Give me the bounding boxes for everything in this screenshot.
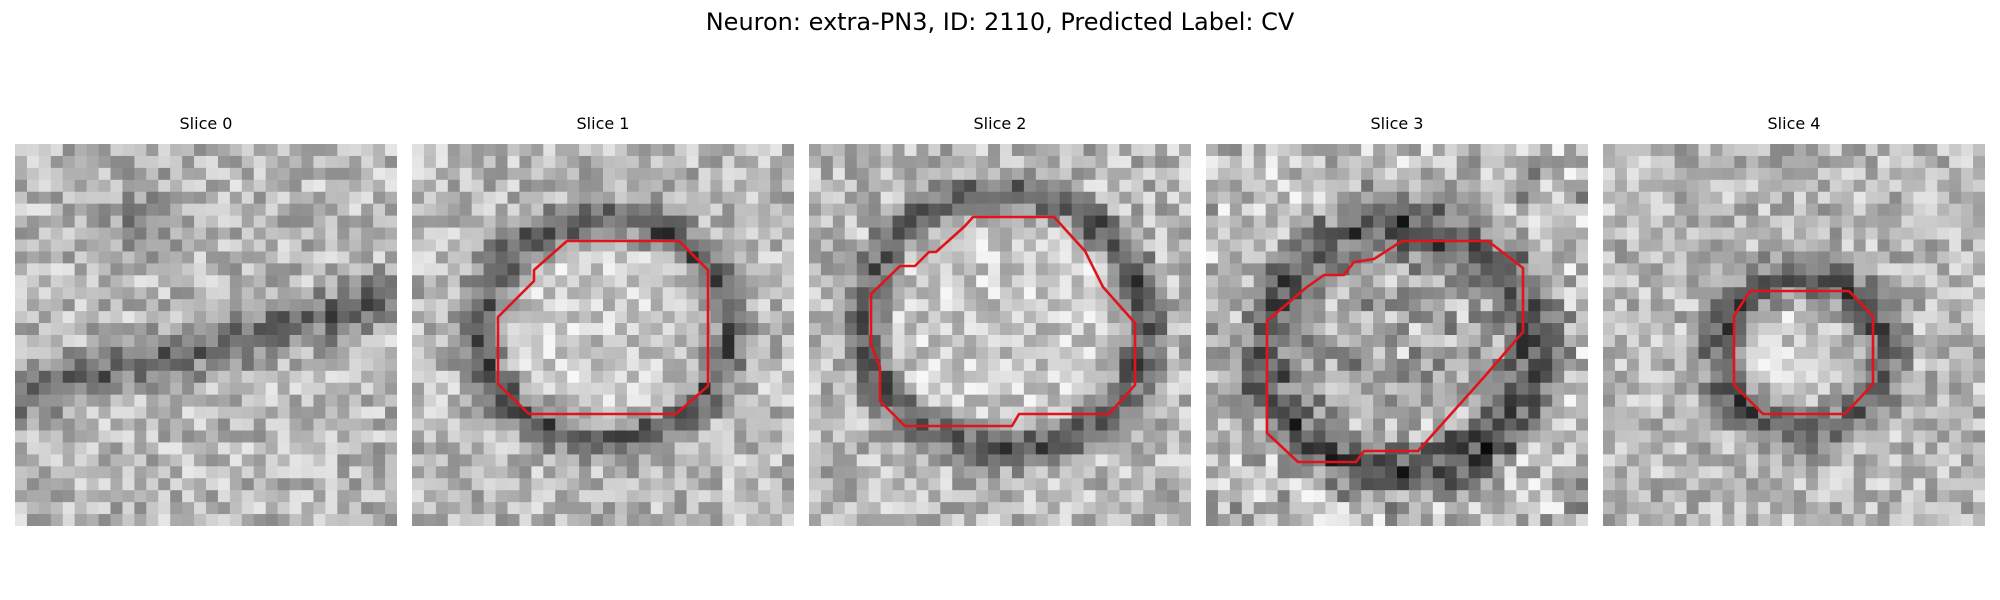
slice-panel-4: Slice 4 bbox=[1603, 114, 1985, 526]
segmentation-contour bbox=[1265, 239, 1525, 464]
slice-title: Slice 3 bbox=[1370, 114, 1424, 133]
slice-image-1 bbox=[412, 144, 794, 526]
slice-pixels bbox=[809, 144, 1191, 526]
slice-panel-1: Slice 1 bbox=[412, 114, 794, 526]
slice-title: Slice 4 bbox=[1767, 114, 1821, 133]
slice-title: Slice 0 bbox=[179, 114, 233, 133]
slice-image-0 bbox=[15, 144, 397, 526]
slice-pixels bbox=[412, 144, 794, 526]
slice-title: Slice 2 bbox=[973, 114, 1027, 133]
slice-pixels bbox=[1603, 144, 1985, 526]
segmentation-contour bbox=[869, 215, 1137, 428]
slice-title: Slice 1 bbox=[576, 114, 630, 133]
slice-image-2 bbox=[809, 144, 1191, 526]
slice-panel-0: Slice 0 bbox=[15, 114, 397, 526]
slice-image-4 bbox=[1603, 144, 1985, 526]
slice-pixels bbox=[1206, 144, 1588, 526]
segmentation-contour bbox=[1732, 289, 1875, 416]
slice-image-3 bbox=[1206, 144, 1588, 526]
slice-pixels bbox=[15, 144, 397, 526]
slice-panel-3: Slice 3 bbox=[1206, 114, 1588, 526]
segmentation-contour bbox=[496, 239, 710, 416]
slice-panel-2: Slice 2 bbox=[809, 114, 1191, 526]
figure-title: Neuron: extra-PN3, ID: 2110, Predicted L… bbox=[705, 8, 1295, 36]
